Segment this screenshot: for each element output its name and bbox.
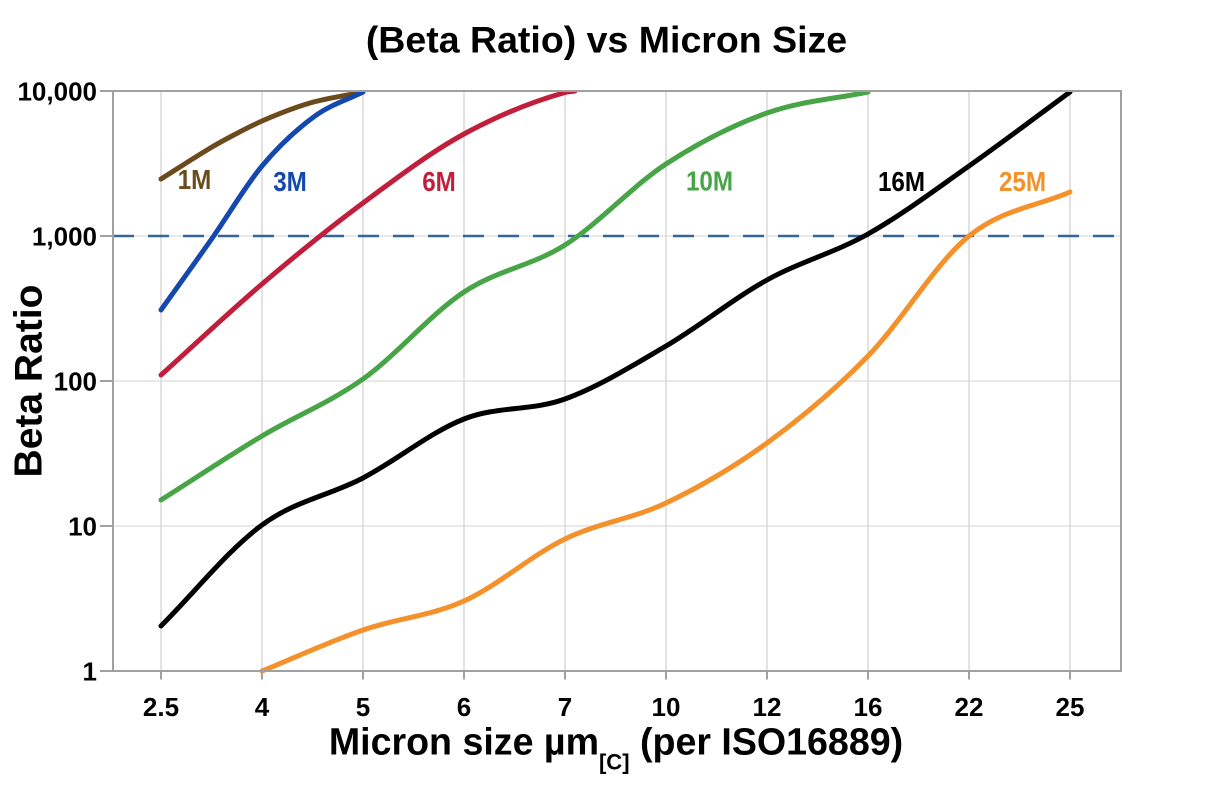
svg-text:4: 4: [255, 692, 270, 722]
svg-text:3M: 3M: [273, 168, 307, 198]
svg-text:2.5: 2.5: [143, 692, 179, 722]
svg-text:1M: 1M: [178, 166, 212, 196]
svg-text:10: 10: [68, 511, 97, 541]
svg-text:10M: 10M: [686, 167, 733, 197]
svg-text:6M: 6M: [422, 168, 456, 198]
svg-text:22: 22: [955, 692, 984, 722]
svg-text:6: 6: [457, 692, 471, 722]
svg-text:7: 7: [558, 692, 572, 722]
svg-text:25: 25: [1056, 692, 1085, 722]
svg-text:1,000: 1,000: [32, 221, 97, 251]
svg-text:16M: 16M: [878, 168, 925, 198]
svg-text:1: 1: [83, 656, 97, 686]
svg-text:10,000: 10,000: [17, 76, 97, 106]
svg-text:Beta Ratio: Beta Ratio: [8, 285, 51, 478]
svg-text:25M: 25M: [999, 168, 1046, 198]
svg-text:10: 10: [652, 692, 681, 722]
svg-text:12: 12: [753, 692, 782, 722]
svg-text:16: 16: [854, 692, 883, 722]
svg-text:(Beta Ratio) vs Micron Size: (Beta Ratio) vs Micron Size: [366, 19, 847, 61]
svg-text:100: 100: [54, 366, 97, 396]
svg-text:5: 5: [356, 692, 370, 722]
